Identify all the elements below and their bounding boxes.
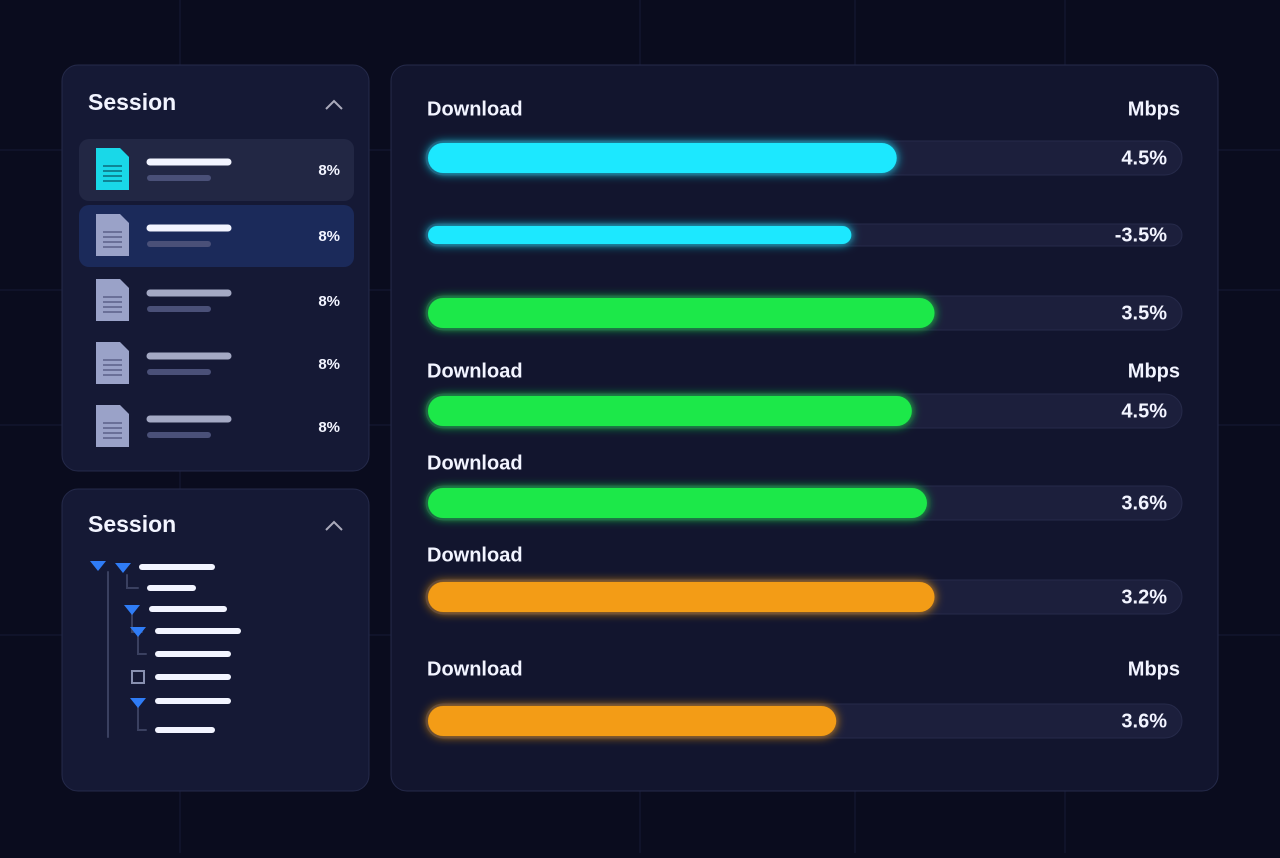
meter-value: 3.6%	[1121, 492, 1167, 514]
file-icon	[96, 405, 129, 447]
file-icon	[96, 342, 129, 384]
item-selected	[79, 205, 354, 267]
panel-title: Session	[88, 89, 176, 115]
session-item[interactable]: 8%	[96, 405, 340, 447]
collapse-button[interactable]	[325, 99, 343, 110]
session-item[interactable]: 8%	[96, 279, 340, 321]
meter-fill	[428, 226, 852, 244]
panel-title: Session	[88, 511, 176, 537]
meter-value: 4.5%	[1121, 400, 1167, 422]
meter-unit: Mbps	[1128, 98, 1180, 120]
file-icon	[96, 148, 129, 190]
meter-label: Download	[427, 658, 523, 680]
item-value: 8%	[318, 293, 340, 310]
meter-value: 3.6%	[1121, 710, 1167, 732]
meter-label: Download	[427, 452, 523, 474]
meter-value: -3.5%	[1115, 224, 1167, 246]
meter-unit: Mbps	[1128, 658, 1180, 680]
meter-unit: Mbps	[1128, 360, 1180, 382]
collapse-button[interactable]	[325, 520, 343, 531]
session-item[interactable]: 8%	[96, 342, 340, 384]
meter-value: 4.5%	[1121, 147, 1167, 169]
meter-fill	[428, 582, 935, 612]
session-item[interactable]: 8%	[79, 139, 354, 201]
meter-fill	[428, 706, 837, 736]
meter-label: Download	[427, 98, 523, 120]
item-value: 8%	[318, 228, 340, 245]
meter-fill	[428, 396, 912, 426]
item-highlight	[79, 139, 354, 201]
meter-fill	[428, 488, 927, 518]
tree	[90, 561, 241, 738]
item-value: 8%	[318, 162, 340, 179]
meter-fill	[428, 143, 897, 173]
file-icon	[96, 279, 129, 321]
meter-value: 3.5%	[1121, 302, 1167, 324]
meter-label: Download	[427, 360, 523, 382]
session-item[interactable]: 8%	[79, 205, 354, 267]
file-icon	[96, 214, 129, 256]
item-value: 8%	[318, 356, 340, 373]
item-value: 8%	[318, 419, 340, 436]
meter-value: 3.2%	[1121, 586, 1167, 608]
meter-fill	[428, 298, 935, 328]
meter-label: Download	[427, 544, 523, 566]
